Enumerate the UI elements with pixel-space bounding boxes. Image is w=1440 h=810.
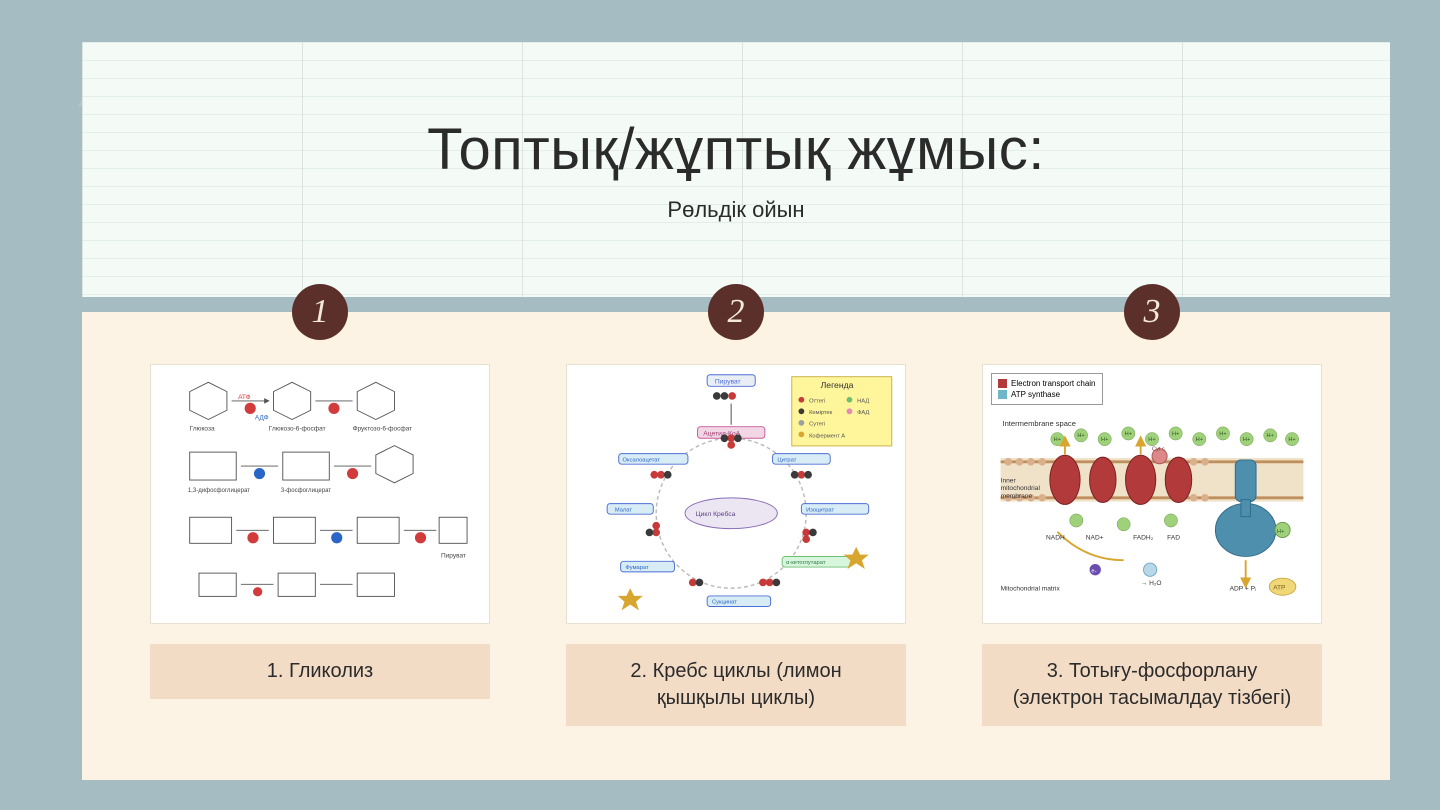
svg-text:Inner: Inner <box>1001 478 1017 485</box>
page-subtitle: Рөльдік ойын <box>667 197 804 223</box>
content-panel: 1 Глюкоза Глюкозо-6-фосфат Фруктозо-6-фо… <box>82 312 1390 780</box>
svg-text:Цикл Кребса: Цикл Кребса <box>696 510 736 518</box>
svg-text:Изоцитрат: Изоцитрат <box>806 507 834 513</box>
svg-text:H+: H+ <box>1148 437 1156 443</box>
caption-etc: 3. Тотығу-фосфорлану (электрон тасымалда… <box>982 644 1322 726</box>
svg-text:Фруктозо-6-фосфат: Фруктозо-6-фосфат <box>353 426 413 433</box>
svg-text:Глюкоза: Глюкоза <box>190 426 215 433</box>
svg-text:H+: H+ <box>1077 433 1085 439</box>
diagram-glycolysis: Глюкоза Глюкозо-6-фосфат Фруктозо-6-фосф… <box>150 364 490 624</box>
svg-text:FADH₂: FADH₂ <box>1133 534 1154 541</box>
svg-text:H+: H+ <box>1243 437 1251 443</box>
card-krebs: 2 Легенда Оттегі Көміртек Сутегі Коферме… <box>546 312 926 780</box>
badge-number: 2 <box>708 284 764 340</box>
svg-text:membrane: membrane <box>1001 493 1033 500</box>
svg-text:Глюкозо-6-фосфат: Глюкозо-6-фосфат <box>269 426 326 433</box>
svg-text:3-фосфоглицерат: 3-фосфоглицерат <box>281 488 331 494</box>
svg-text:→ H₂O: → H₂O <box>1141 580 1162 587</box>
legend-swatch-red <box>998 379 1007 388</box>
svg-text:H+: H+ <box>1054 437 1062 443</box>
svg-text:ФАД: ФАД <box>857 410 869 416</box>
svg-text:mitochondrial: mitochondrial <box>1001 485 1041 492</box>
svg-text:Cyt c: Cyt c <box>1152 446 1165 452</box>
svg-text:АТФ: АТФ <box>238 394 251 401</box>
svg-text:Mitochondrial matrix: Mitochondrial matrix <box>1001 586 1061 593</box>
svg-text:Сукцинат: Сукцинат <box>712 600 737 606</box>
svg-text:Оттегі: Оттегі <box>809 399 825 405</box>
svg-text:1,3-дифосфоглицерат: 1,3-дифосфоглицерат <box>188 488 250 494</box>
svg-text:АДФ: АДФ <box>255 415 269 422</box>
svg-text:H+: H+ <box>1277 529 1285 535</box>
card-glycolysis: 1 Глюкоза Глюкозо-6-фосфат Фруктозо-6-фо… <box>130 312 510 780</box>
svg-text:Цитрат: Цитрат <box>777 457 796 463</box>
svg-text:Малат: Малат <box>615 507 632 513</box>
badge-number: 1 <box>292 284 348 340</box>
svg-text:NAD+: NAD+ <box>1086 534 1104 541</box>
legend-title: Легенда <box>821 380 854 390</box>
svg-text:Оксалоацетат: Оксалоацетат <box>623 457 661 463</box>
label-intermembrane: Intermembrane space <box>1003 419 1076 428</box>
card-etc: 3 Electron transport chain ATP synthase … <box>962 312 1342 780</box>
svg-text:FAD: FAD <box>1167 534 1180 541</box>
svg-text:Пируват: Пируват <box>715 378 741 385</box>
legend-row: Electron transport chain <box>998 378 1096 389</box>
badge-number: 3 <box>1124 284 1180 340</box>
diagram-etc: Electron transport chain ATP synthase In… <box>982 364 1322 624</box>
header-panel: Топтық/жұптық жұмыс: Рөльдік ойын <box>82 42 1390 297</box>
svg-text:Фумарат: Фумарат <box>625 565 649 571</box>
svg-text:Пируват: Пируват <box>441 552 466 559</box>
diagram-krebs: Легенда Оттегі Көміртек Сутегі Кофермент… <box>566 364 906 624</box>
svg-text:H+: H+ <box>1125 431 1133 437</box>
svg-text:α-кетоглутарат: α-кетоглутарат <box>786 560 826 566</box>
svg-text:H+: H+ <box>1172 431 1180 437</box>
svg-text:ADP + Pᵢ: ADP + Pᵢ <box>1230 586 1256 593</box>
legend-label: ATP synthase <box>1011 389 1060 400</box>
caption-krebs: 2. Кребс циклы (лимон қышқылы циклы) <box>566 644 906 726</box>
svg-text:e-: e- <box>1091 569 1096 575</box>
legend-swatch-blue <box>998 390 1007 399</box>
svg-text:H+: H+ <box>1196 437 1204 443</box>
svg-text:Көміртек: Көміртек <box>809 410 833 416</box>
caption-glycolysis: 1. Гликолиз <box>150 644 490 699</box>
svg-text:НАД: НАД <box>857 399 869 405</box>
svg-text:NADH: NADH <box>1046 534 1065 541</box>
etc-legend: Electron transport chain ATP synthase <box>991 373 1103 405</box>
svg-text:H+: H+ <box>1267 433 1275 439</box>
legend-label: Electron transport chain <box>1011 378 1096 389</box>
svg-text:Сутегі: Сутегі <box>809 422 825 428</box>
page-title: Топтық/жұптық жұмыс: <box>427 116 1045 183</box>
legend-row: ATP synthase <box>998 389 1096 400</box>
svg-text:H+: H+ <box>1219 431 1227 437</box>
svg-text:H+: H+ <box>1101 437 1109 443</box>
svg-text:H+: H+ <box>1288 437 1296 443</box>
svg-text:ATP: ATP <box>1273 585 1286 592</box>
svg-text:Кофермент А: Кофермент А <box>809 433 845 439</box>
